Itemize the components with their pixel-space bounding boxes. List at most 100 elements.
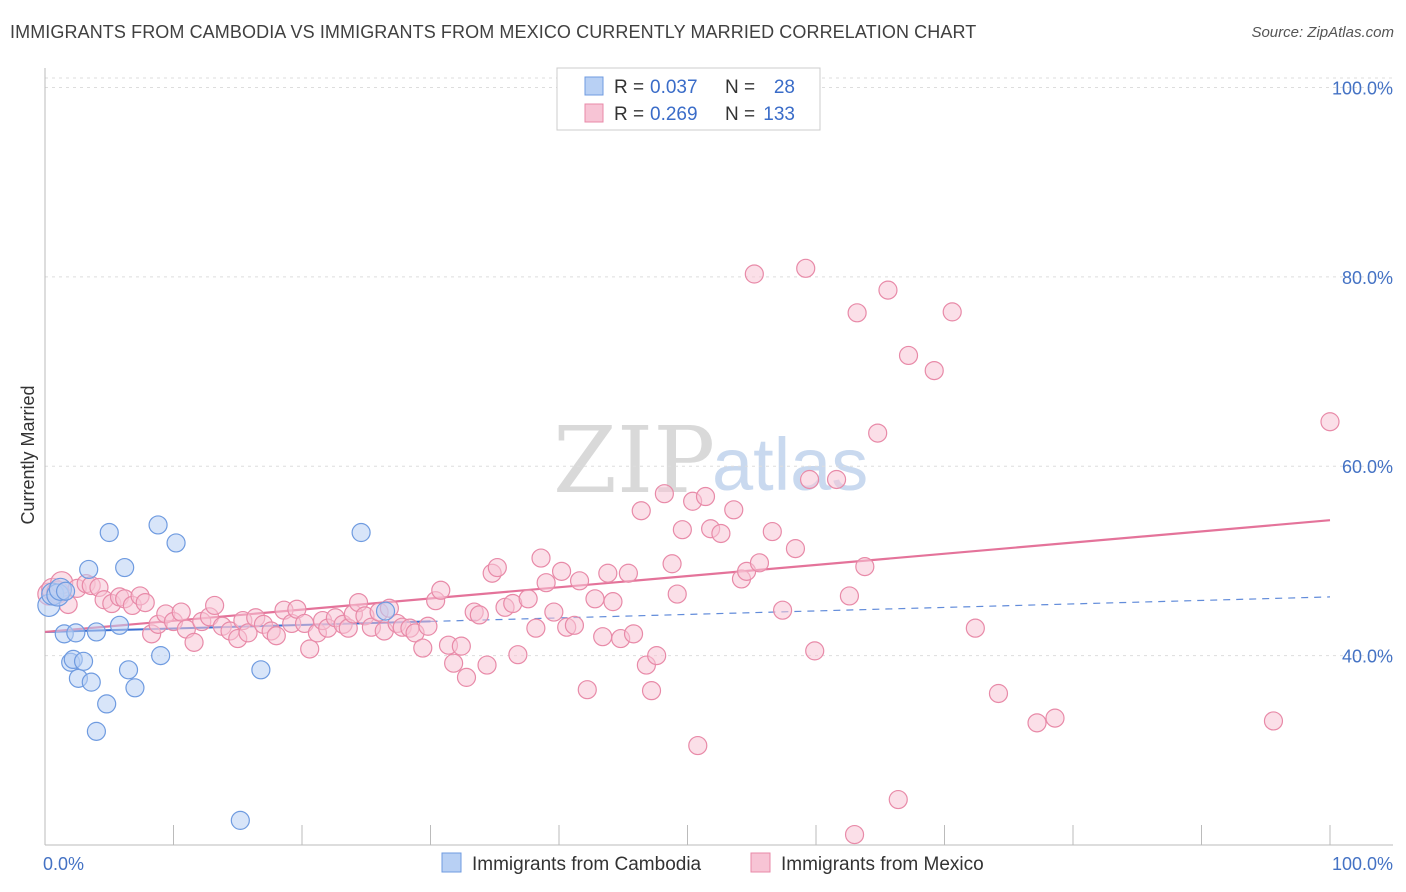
- mexico-point-112: [799, 469, 820, 490]
- mexico-point-22: [184, 632, 204, 652]
- watermark-atlas: atlas: [712, 423, 868, 506]
- cambodia-point-21: [148, 515, 168, 535]
- bottom-legend-swatch-mexico: [750, 852, 771, 873]
- cambodia-point-11: [79, 559, 99, 580]
- cambodia-point-23: [166, 533, 186, 553]
- mexico-point-84: [593, 627, 613, 647]
- stats-legend-r-label-cambodia: R =: [614, 77, 644, 98]
- mexico-point-109: [772, 600, 793, 620]
- bottom-legend-label-cambodia: Immigrants from Cambodia: [472, 854, 702, 875]
- mexico-point-76: [536, 573, 556, 593]
- mexico-point-78: [551, 561, 572, 581]
- stats-legend-n-label-mexico: N =: [725, 104, 755, 125]
- mexico-point-67: [477, 655, 497, 675]
- cambodia-point-19: [118, 660, 139, 680]
- mexico-point-39: [300, 639, 320, 659]
- mexico-point-57: [413, 638, 433, 658]
- mexico-point-118: [868, 423, 888, 443]
- stats-legend: R = 0.037 N = 28 R = 0.269 N = 133: [556, 67, 821, 131]
- cambodia-point-25: [251, 660, 271, 680]
- y-tick-label-100: 100.0%: [1332, 78, 1393, 98]
- mexico-point-80: [564, 615, 585, 635]
- mexico-point-115: [839, 586, 860, 606]
- mexico-point-122: [924, 360, 944, 381]
- mexico-point-102: [711, 523, 731, 544]
- stats-legend-r-value-mexico: 0.269: [650, 104, 698, 125]
- bottom-legend-label-mexico: Immigrants from Mexico: [781, 854, 984, 875]
- mexico-point-63: [451, 636, 471, 656]
- mexico-point-126: [1027, 713, 1047, 733]
- cambodia-point-16: [99, 522, 119, 543]
- cambodia-point-14: [86, 721, 107, 741]
- mexico-point-81: [569, 571, 590, 591]
- mexico-point-20: [171, 602, 191, 622]
- mexico-point-121: [898, 345, 919, 366]
- cambodia-point-20: [125, 678, 145, 698]
- mexico-point-69: [487, 557, 507, 578]
- stats-legend-n-label-cambodia: N =: [725, 77, 755, 98]
- mexico-point-74: [526, 618, 546, 638]
- mexico-point-88: [618, 563, 638, 583]
- mexico-point-117: [855, 557, 875, 577]
- mexico-point-113: [805, 641, 825, 661]
- mexico-point-100: [695, 486, 716, 507]
- mexico-point-73: [518, 589, 538, 609]
- stats-legend-n-value-cambodia: 28: [774, 77, 795, 98]
- mexico-point-58: [418, 616, 438, 636]
- mexico-point-129: [1320, 412, 1340, 432]
- mexico-point-15: [135, 592, 155, 613]
- mexico-point-34: [266, 626, 286, 646]
- mexico-point-90: [631, 501, 651, 521]
- cambodia-point-26: [351, 522, 371, 543]
- mexico-point-85: [598, 563, 618, 583]
- mexico-point-125: [988, 683, 1009, 704]
- mexico-point-111: [796, 258, 816, 278]
- x-tick-label-min: 0.0%: [43, 854, 84, 874]
- mexico-point-92: [641, 681, 662, 701]
- cambodia-point-13: [86, 622, 107, 642]
- y-tick-label-80: 80.0%: [1342, 268, 1393, 288]
- cambodia-point-4: [55, 581, 76, 601]
- mexico-point-25: [205, 595, 225, 616]
- cambodia-point-24: [230, 810, 250, 830]
- source-label: Source: ZipAtlas.com: [1251, 24, 1394, 41]
- mexico-point-116: [847, 303, 867, 323]
- mexico-point-97: [672, 520, 692, 540]
- mexico-point-106: [744, 264, 764, 284]
- cambodia-point-12: [81, 672, 101, 692]
- cambodia-point-10: [73, 651, 94, 671]
- y-tick-label-60: 60.0%: [1342, 457, 1393, 477]
- mexico-point-77: [544, 602, 564, 622]
- page-title: IMMIGRANTS FROM CAMBODIA VS IMMIGRANTS F…: [10, 22, 977, 42]
- bottom-legend: Immigrants from Cambodia Immigrants from…: [441, 852, 984, 875]
- cambodia-point-8: [66, 623, 86, 643]
- mexico-point-86: [603, 592, 623, 612]
- mexico-point-72: [508, 645, 528, 665]
- mexico-point-127: [1045, 708, 1065, 728]
- mexico-point-93: [647, 646, 667, 666]
- mexico-point-123: [942, 302, 962, 322]
- cambodia-points: [37, 515, 396, 830]
- mexico-point-130: [844, 824, 865, 845]
- mexico-point-119: [878, 280, 898, 300]
- stats-legend-swatch-cambodia: [584, 76, 604, 96]
- axis-layer: 40.0% 60.0% 80.0% 100.0%: [44, 68, 1393, 846]
- mexico-point-83: [585, 589, 605, 609]
- cambodia-trend-line-dashed: [430, 596, 1331, 623]
- x-tick-label-max: 100.0%: [1332, 854, 1393, 874]
- mexico-point-64: [456, 667, 477, 687]
- mexico-point-120: [888, 789, 908, 810]
- mexico-point-110: [785, 539, 806, 559]
- mexico-point-75: [531, 548, 551, 568]
- mexico-point-114: [826, 469, 847, 490]
- cambodia-point-17: [109, 615, 130, 635]
- mexico-point-128: [1263, 711, 1284, 731]
- bottom-legend-swatch-cambodia: [441, 852, 462, 873]
- grid-layer: [45, 77, 1393, 657]
- mexico-points: [37, 258, 1340, 845]
- stats-legend-swatch-mexico: [584, 103, 604, 123]
- mexico-point-95: [662, 554, 682, 574]
- mexico-point-124: [965, 618, 985, 638]
- y-tick-label-40: 40.0%: [1342, 647, 1393, 667]
